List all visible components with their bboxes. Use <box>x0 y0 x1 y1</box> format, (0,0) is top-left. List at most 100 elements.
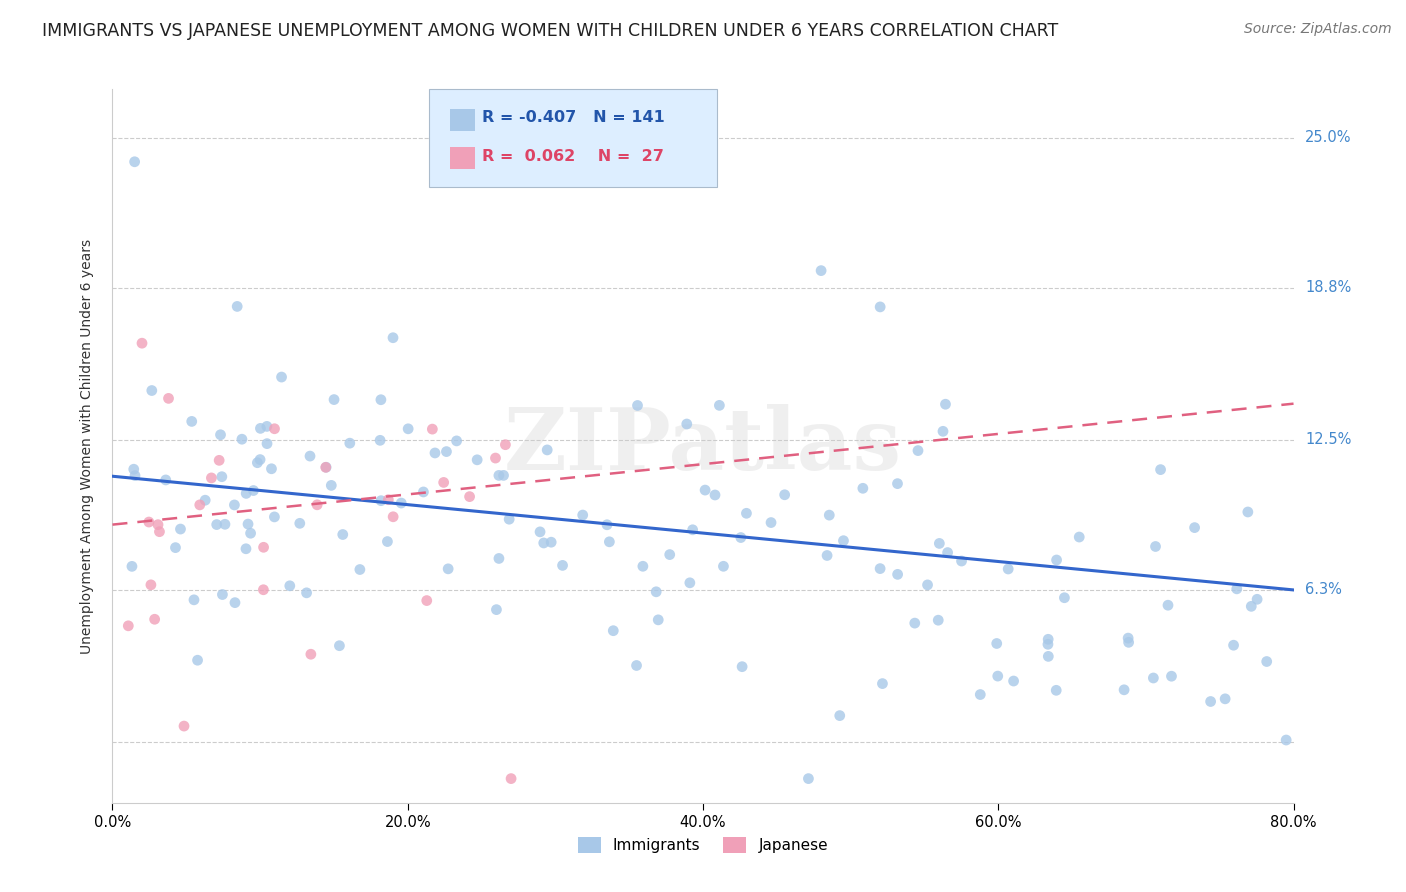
Point <box>124 468 146 483</box>
Point <box>986 636 1008 650</box>
Point <box>131 336 153 351</box>
Text: 12.5%: 12.5% <box>1305 433 1351 448</box>
Point <box>1038 649 1060 664</box>
Point <box>886 567 908 582</box>
Point <box>626 399 648 413</box>
Point <box>533 536 555 550</box>
Point <box>169 522 191 536</box>
Point <box>1053 591 1076 605</box>
Point <box>598 534 620 549</box>
Point <box>1112 682 1135 697</box>
Point <box>246 456 269 470</box>
Point <box>1002 673 1025 688</box>
Point <box>349 562 371 576</box>
Point <box>224 498 246 512</box>
Point <box>295 586 318 600</box>
Point <box>332 527 354 541</box>
Point <box>416 593 439 607</box>
Point <box>143 612 166 626</box>
Point <box>224 596 246 610</box>
Point <box>596 517 619 532</box>
Point <box>315 460 337 475</box>
Point <box>904 616 927 631</box>
Text: 25.0%: 25.0% <box>1305 130 1351 145</box>
Point <box>997 562 1019 576</box>
Point <box>1275 733 1298 747</box>
Point <box>396 422 419 436</box>
Point <box>146 517 169 532</box>
Point <box>852 481 875 495</box>
Point <box>759 516 782 530</box>
Point <box>231 432 253 446</box>
Point <box>907 443 929 458</box>
Point <box>226 300 249 314</box>
Point <box>1222 638 1244 652</box>
Point <box>1036 637 1059 651</box>
Point <box>323 392 346 407</box>
Point <box>121 559 143 574</box>
Point <box>299 647 322 661</box>
Point <box>731 659 754 673</box>
Point <box>339 436 361 450</box>
Legend: Immigrants, Japanese: Immigrants, Japanese <box>572 831 834 859</box>
Point <box>315 460 337 475</box>
Text: R = -0.407   N = 141: R = -0.407 N = 141 <box>482 111 665 125</box>
Point <box>370 493 392 508</box>
Point <box>484 451 506 466</box>
Point <box>278 579 301 593</box>
Point <box>321 478 343 492</box>
Point <box>382 509 405 524</box>
Point <box>298 449 321 463</box>
Point <box>256 419 278 434</box>
Point <box>818 508 841 522</box>
Y-axis label: Unemployment Among Women with Children Under 6 years: Unemployment Among Women with Children U… <box>80 238 94 654</box>
Point <box>1184 520 1206 534</box>
Point <box>730 531 752 545</box>
Point <box>117 619 139 633</box>
Point <box>571 508 593 522</box>
Point <box>540 535 562 549</box>
Point <box>934 397 956 411</box>
Point <box>647 613 669 627</box>
Point <box>148 524 170 539</box>
Point <box>155 473 177 487</box>
Point <box>869 300 891 314</box>
Point <box>236 517 259 532</box>
Point <box>936 545 959 559</box>
Point <box>950 554 973 568</box>
Point <box>288 516 311 531</box>
Point <box>1142 671 1164 685</box>
Point <box>987 669 1010 683</box>
Point <box>256 436 278 450</box>
Point <box>886 476 908 491</box>
Point <box>208 453 231 467</box>
Point <box>187 653 209 667</box>
Point <box>631 559 654 574</box>
Point <box>1157 598 1180 612</box>
Point <box>1045 683 1067 698</box>
Point <box>695 483 717 497</box>
Text: 18.8%: 18.8% <box>1305 280 1351 295</box>
Point <box>1226 582 1249 596</box>
Point <box>382 331 405 345</box>
Point <box>180 414 202 428</box>
Point <box>679 575 702 590</box>
Point <box>928 536 950 550</box>
Point <box>235 541 257 556</box>
Point <box>869 561 891 575</box>
Point <box>529 524 551 539</box>
Point <box>328 639 350 653</box>
Point <box>828 708 851 723</box>
Point <box>872 676 894 690</box>
Point <box>797 772 820 786</box>
Point <box>465 452 488 467</box>
Point <box>917 578 939 592</box>
Point <box>1246 592 1268 607</box>
Point <box>138 515 160 529</box>
Point <box>488 468 510 483</box>
Point <box>188 498 211 512</box>
Text: R =  0.062    N =  27: R = 0.062 N = 27 <box>482 149 664 163</box>
Point <box>1116 631 1139 645</box>
Point <box>437 562 460 576</box>
Point <box>498 512 520 526</box>
